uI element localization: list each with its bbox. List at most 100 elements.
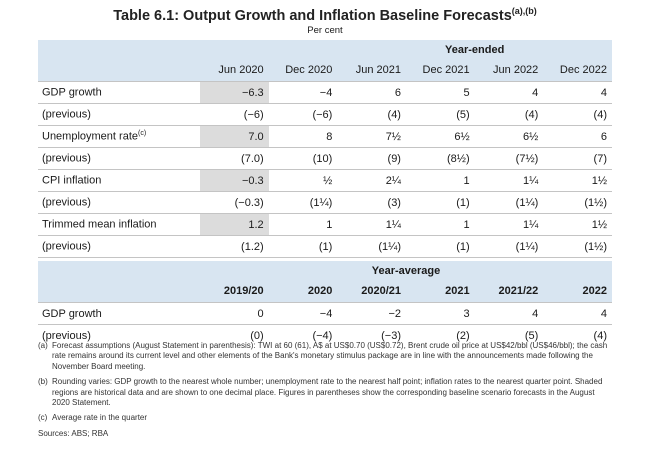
column-header: 2020 [268,280,338,303]
table-cell: (1¼) [268,191,338,214]
footnote-key: (a) [38,341,48,350]
table-cell: 1¼ [474,213,544,236]
year-ended-heading: Year-ended [337,40,612,59]
footnote-text: Average rate in the quarter [52,413,148,423]
table-cell: (1½) [543,191,612,214]
table-cell: (9) [337,147,406,170]
table-cell: (1) [405,191,475,214]
table-cell: 4 [543,81,612,104]
table-cell: (4) [337,103,406,126]
year-average-heading-row: Year-average [38,261,612,280]
table-row: (previous) (−6) (−6) (4) (5) (4) (4) [38,103,612,126]
table-cell: 3 [405,302,475,325]
table-cell: 4 [474,302,544,325]
table-cell: (5) [405,103,475,126]
column-header: 2021 [405,280,475,303]
table-row: (previous) (7.0) (10) (9) (8½) (7½) (7) [38,147,612,170]
forecast-table-container: Year-ended Jun 2020 Dec 2020 Jun 2021 De… [38,40,612,346]
table-cell-historical: −6.3 [200,81,269,104]
table-cell: 1½ [543,169,612,192]
table-cell: 6½ [474,125,544,148]
table-cell: (7½) [474,147,544,170]
table-cell: (1) [405,235,475,258]
table-cell: −2 [337,302,406,325]
table-row: GDP growth 0 −4 −2 3 4 4 [38,302,612,325]
table-cell: (7.0) [200,147,269,170]
column-header: 2021/22 [474,280,544,303]
footnote: (a) Forecast assumptions (August Stateme… [38,341,612,372]
table-cell: (−6) [200,103,269,126]
table-cell: 6½ [405,125,475,148]
table-cell: (1) [268,235,338,258]
column-header: 2019/20 [200,280,269,303]
table-cell-historical: 7.0 [200,125,269,148]
table-cell: (4) [543,324,612,346]
section-divider [38,257,612,261]
table-row: Unemployment rate(c) 7.0 8 7½ 6½ 6½ 6 [38,125,612,148]
footnote-key: (c) [38,413,48,423]
year-ended-column-headers: Jun 2020 Dec 2020 Jun 2021 Dec 2021 Jun … [38,59,612,82]
row-label: (previous) [38,235,201,258]
footnote: (c) Average rate in the quarter [38,413,612,423]
table-title: Table 6.1: Output Growth and Inflation B… [0,6,650,24]
column-header: Jun 2020 [200,59,269,82]
column-header: Jun 2022 [474,59,544,82]
table-cell: (1.2) [200,235,269,258]
table-cell: ½ [268,169,338,192]
table-cell: (1¼) [474,235,544,258]
column-header: Dec 2020 [268,59,338,82]
year-average-heading: Year-average [337,261,475,280]
table-cell: (1¼) [474,191,544,214]
year-average-column-headers: 2019/20 2020 2020/21 2021 2021/22 2022 [38,280,612,303]
table-cell: 1 [405,213,475,236]
row-label: (previous) [38,324,201,346]
table-cell: 4 [543,302,612,325]
forecast-table: Year-ended Jun 2020 Dec 2020 Jun 2021 De… [38,40,612,346]
table-cell: 6 [337,81,406,104]
column-header: Jun 2021 [337,59,406,82]
column-header: 2022 [543,280,612,303]
table-cell: −4 [268,81,338,104]
table-cell: (10) [268,147,338,170]
table-cell: 7½ [337,125,406,148]
table-cell: (−4) [268,324,338,346]
table-cell: (3) [337,191,406,214]
table-cell: 1 [268,213,338,236]
row-label: (previous) [38,147,201,170]
row-label: Unemployment rate(c) [38,125,201,148]
table-cell-historical: −0.3 [200,169,269,192]
sources: Sources: ABS; RBA [38,428,109,438]
table-cell: 8 [268,125,338,148]
table-cell: 4 [474,81,544,104]
table-cell: 6 [543,125,612,148]
row-label: GDP growth [38,81,201,104]
table-cell: (−6) [268,103,338,126]
footnote-key: (b) [38,377,48,387]
table-row: (previous) (−0.3) (1¼) (3) (1) (1¼) (1½) [38,191,612,214]
row-label: (previous) [38,103,201,126]
year-average-section: Year-average 2019/20 2020 2020/21 2021 2… [38,257,612,346]
table-cell: 1¼ [337,213,406,236]
row-label: (previous) [38,191,201,214]
table-title-footnote-ref: (a),(b) [511,6,537,16]
table-notes: (a) Forecast assumptions (August Stateme… [38,341,612,439]
table-title-text: Table 6.1: Output Growth and Inflation B… [113,7,512,24]
footnote-text: Rounding varies: GDP growth to the neare… [52,377,603,408]
table-cell: 2¼ [337,169,406,192]
table-cell: 5 [405,81,475,104]
table-row: CPI inflation −0.3 ½ 2¼ 1 1¼ 1½ [38,169,612,192]
footnote-text: Forecast assumptions (August Statement i… [52,341,608,371]
table-cell: (5) [474,324,544,346]
table-row: (previous) (0) (−4) (−3) (2) (5) (4) [38,324,612,346]
footnote-ref: (c) [138,130,147,138]
table-cell: −4 [268,302,338,325]
table-cell: (7) [543,147,612,170]
table-cell: 0 [200,302,269,325]
table-cell: (2) [405,324,475,346]
year-ended-heading-row: Year-ended [38,40,612,59]
column-header: Dec 2022 [543,59,612,82]
table-cell: (−3) [337,324,406,346]
table-cell: 1¼ [474,169,544,192]
table-cell-historical: 1.2 [200,213,269,236]
